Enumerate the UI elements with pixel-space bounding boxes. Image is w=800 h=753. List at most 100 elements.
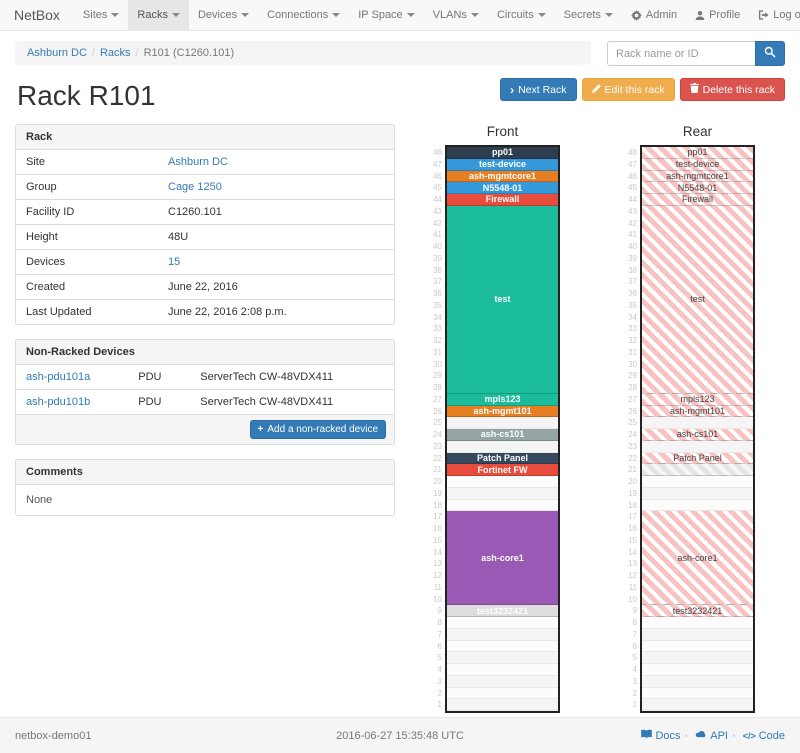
unit-number: 39: [433, 253, 442, 263]
rack-unit: [447, 476, 558, 488]
nav-item-label: Admin: [645, 9, 678, 21]
nav-item-sites[interactable]: Sites: [74, 0, 128, 30]
unit-number: 7: [437, 629, 442, 639]
unit-number: 19: [433, 488, 442, 498]
device-link-ash-pdu101a[interactable]: ash-pdu101a: [26, 371, 91, 383]
rack-device-test-front[interactable]: test: [447, 205, 558, 394]
rack-device-n5548-01-rear[interactable]: N5548-01: [642, 182, 753, 194]
search-button[interactable]: [755, 41, 785, 66]
unit-number: 41: [628, 230, 637, 240]
attr-label: Facility ID: [16, 199, 158, 225]
nav-item-logout[interactable]: Log out: [749, 0, 800, 30]
search-input[interactable]: [607, 41, 755, 66]
attr-row-group: Group Cage 1250: [16, 174, 394, 200]
nav-item-vlans[interactable]: VLANs: [424, 0, 488, 30]
rack-device-pp01-front[interactable]: pp01: [447, 147, 558, 159]
attr-value-link[interactable]: Cage 1250: [168, 181, 222, 193]
breadcrumb-separator: /: [91, 47, 95, 59]
delete-rack-label: Delete this rack: [702, 83, 775, 96]
rack-device-test3232421-front[interactable]: test3232421: [447, 605, 558, 617]
rack-device-test-device-front[interactable]: test-device: [447, 158, 558, 171]
nav-item-ip-space[interactable]: IP Space: [349, 0, 423, 30]
nav-item-racks[interactable]: Racks: [128, 0, 189, 30]
rack-device-ash-core1-rear[interactable]: ash-core1: [642, 511, 753, 606]
nav-item-secrets[interactable]: Secrets: [555, 0, 622, 30]
rack-unit: [642, 675, 753, 688]
rack-device-ash-cs101-rear[interactable]: ash-cs101: [642, 429, 753, 441]
edit-rack-button[interactable]: Edit this rack: [581, 78, 675, 101]
unit-number: 25: [433, 418, 442, 428]
rack-device-ash-cs101-front[interactable]: ash-cs101: [447, 429, 558, 441]
unit-number: 15: [433, 535, 442, 545]
unit-number: 11: [628, 582, 637, 592]
nav-item-connections[interactable]: Connections: [258, 0, 349, 30]
unit-number: 22: [628, 453, 637, 463]
unit-number: 48: [433, 148, 442, 157]
device-link-ash-pdu101b[interactable]: ash-pdu101b: [26, 396, 91, 408]
nav-item-profile[interactable]: Profile: [686, 0, 749, 30]
device-name-cell: ash-pdu101b: [16, 389, 129, 414]
breadcrumb-link-racks[interactable]: Racks: [99, 47, 131, 59]
rack-device-ash-mgmtcore1-rear[interactable]: ash-mgmtcore1: [642, 170, 753, 183]
api-link[interactable]: API: [695, 730, 728, 742]
chevron-down-icon: [537, 13, 546, 17]
rack-device-patch-panel-rear[interactable]: Patch Panel: [642, 452, 753, 465]
docs-link[interactable]: Docs: [641, 729, 681, 742]
rack-unit: [447, 417, 558, 429]
app-brand[interactable]: NetBox: [14, 7, 60, 23]
nav-item-devices[interactable]: Devices: [189, 0, 258, 30]
attr-value-link[interactable]: Ashburn DC: [168, 156, 228, 168]
unit-number: 16: [433, 524, 442, 533]
rack-device-ash-mgmtcore1-front[interactable]: ash-mgmtcore1: [447, 170, 558, 183]
plus-icon: +: [257, 424, 264, 435]
nav-item-circuits[interactable]: Circuits: [488, 0, 555, 30]
breadcrumb-link-ashburn-dc[interactable]: Ashburn DC: [27, 47, 87, 59]
unit-number: 44: [628, 195, 637, 204]
add-non-racked-device-button[interactable]: + Add a non-racked device: [249, 420, 386, 439]
unit-number: 28: [628, 383, 637, 392]
unit-number: 30: [433, 359, 442, 369]
unit-number: 27: [433, 394, 442, 404]
rack-unit: [447, 617, 558, 629]
unit-number: 15: [628, 535, 637, 545]
unit-number: 10: [433, 594, 442, 604]
rack-device-mpls123-front[interactable]: mpls123: [447, 393, 558, 406]
unit-number: 24: [433, 430, 442, 439]
rack-device-n5548-01-front[interactable]: N5548-01: [447, 182, 558, 194]
rack-device-mpls123-rear[interactable]: mpls123: [642, 393, 753, 406]
unit-number: 31: [433, 347, 442, 357]
device-role: PDU: [128, 389, 191, 414]
rack-device-patch-panel-front[interactable]: Patch Panel: [447, 452, 558, 465]
unit-number: 25: [628, 418, 637, 428]
unit-number: 29: [628, 371, 637, 381]
rack-device-test3232421-rear[interactable]: test3232421: [642, 605, 753, 617]
attr-value-link[interactable]: 15: [168, 256, 181, 268]
unit-number: 14: [628, 547, 637, 557]
next-rack-button[interactable]: › Next Rack: [500, 78, 577, 101]
chevron-right-icon: ›: [510, 82, 515, 97]
unit-number: 31: [628, 347, 637, 357]
rack-device-ash-mgmt101-rear[interactable]: ash-mgmt101: [642, 405, 753, 418]
rack-device-ash-core1-front[interactable]: ash-core1: [447, 511, 558, 606]
rack-device-firewall-front[interactable]: Firewall: [447, 194, 558, 206]
code-icon: </>: [742, 731, 756, 741]
unit-number: 1: [437, 700, 442, 710]
code-link[interactable]: </> Code: [743, 730, 785, 742]
chevron-down-icon: [241, 13, 250, 17]
rack-device-firewall-rear[interactable]: Firewall: [642, 194, 753, 206]
rear-unit-numbers: 48 47 46 45 44 43 42 41 40 39 38 37 36 35 34 33 32 31 30 29…: [626, 145, 640, 713]
nav-item-admin[interactable]: Admin: [622, 0, 686, 30]
rack-device-fortinet-fw-front[interactable]: Fortinet FW: [447, 464, 558, 476]
rack-unit: [447, 487, 558, 500]
rack-device-ash-mgmt101-front[interactable]: ash-mgmt101: [447, 405, 558, 418]
footer: netbox-demo01 2016-06-27 15:35:48 UTC Do…: [0, 717, 800, 753]
rack-device-pp01-rear[interactable]: pp01: [642, 147, 753, 159]
docs-link-label: Docs: [655, 729, 681, 742]
unit-number: 1: [632, 700, 637, 710]
rack-actions: › Next Rack Edit this rack Delete this r…: [500, 78, 785, 101]
unit-number: 33: [628, 324, 637, 334]
rack-device-test-device-rear[interactable]: test-device: [642, 158, 753, 171]
rack-device-test-rear[interactable]: test: [642, 205, 753, 394]
delete-rack-button[interactable]: Delete this rack: [679, 78, 785, 101]
unit-number: 42: [628, 218, 637, 228]
